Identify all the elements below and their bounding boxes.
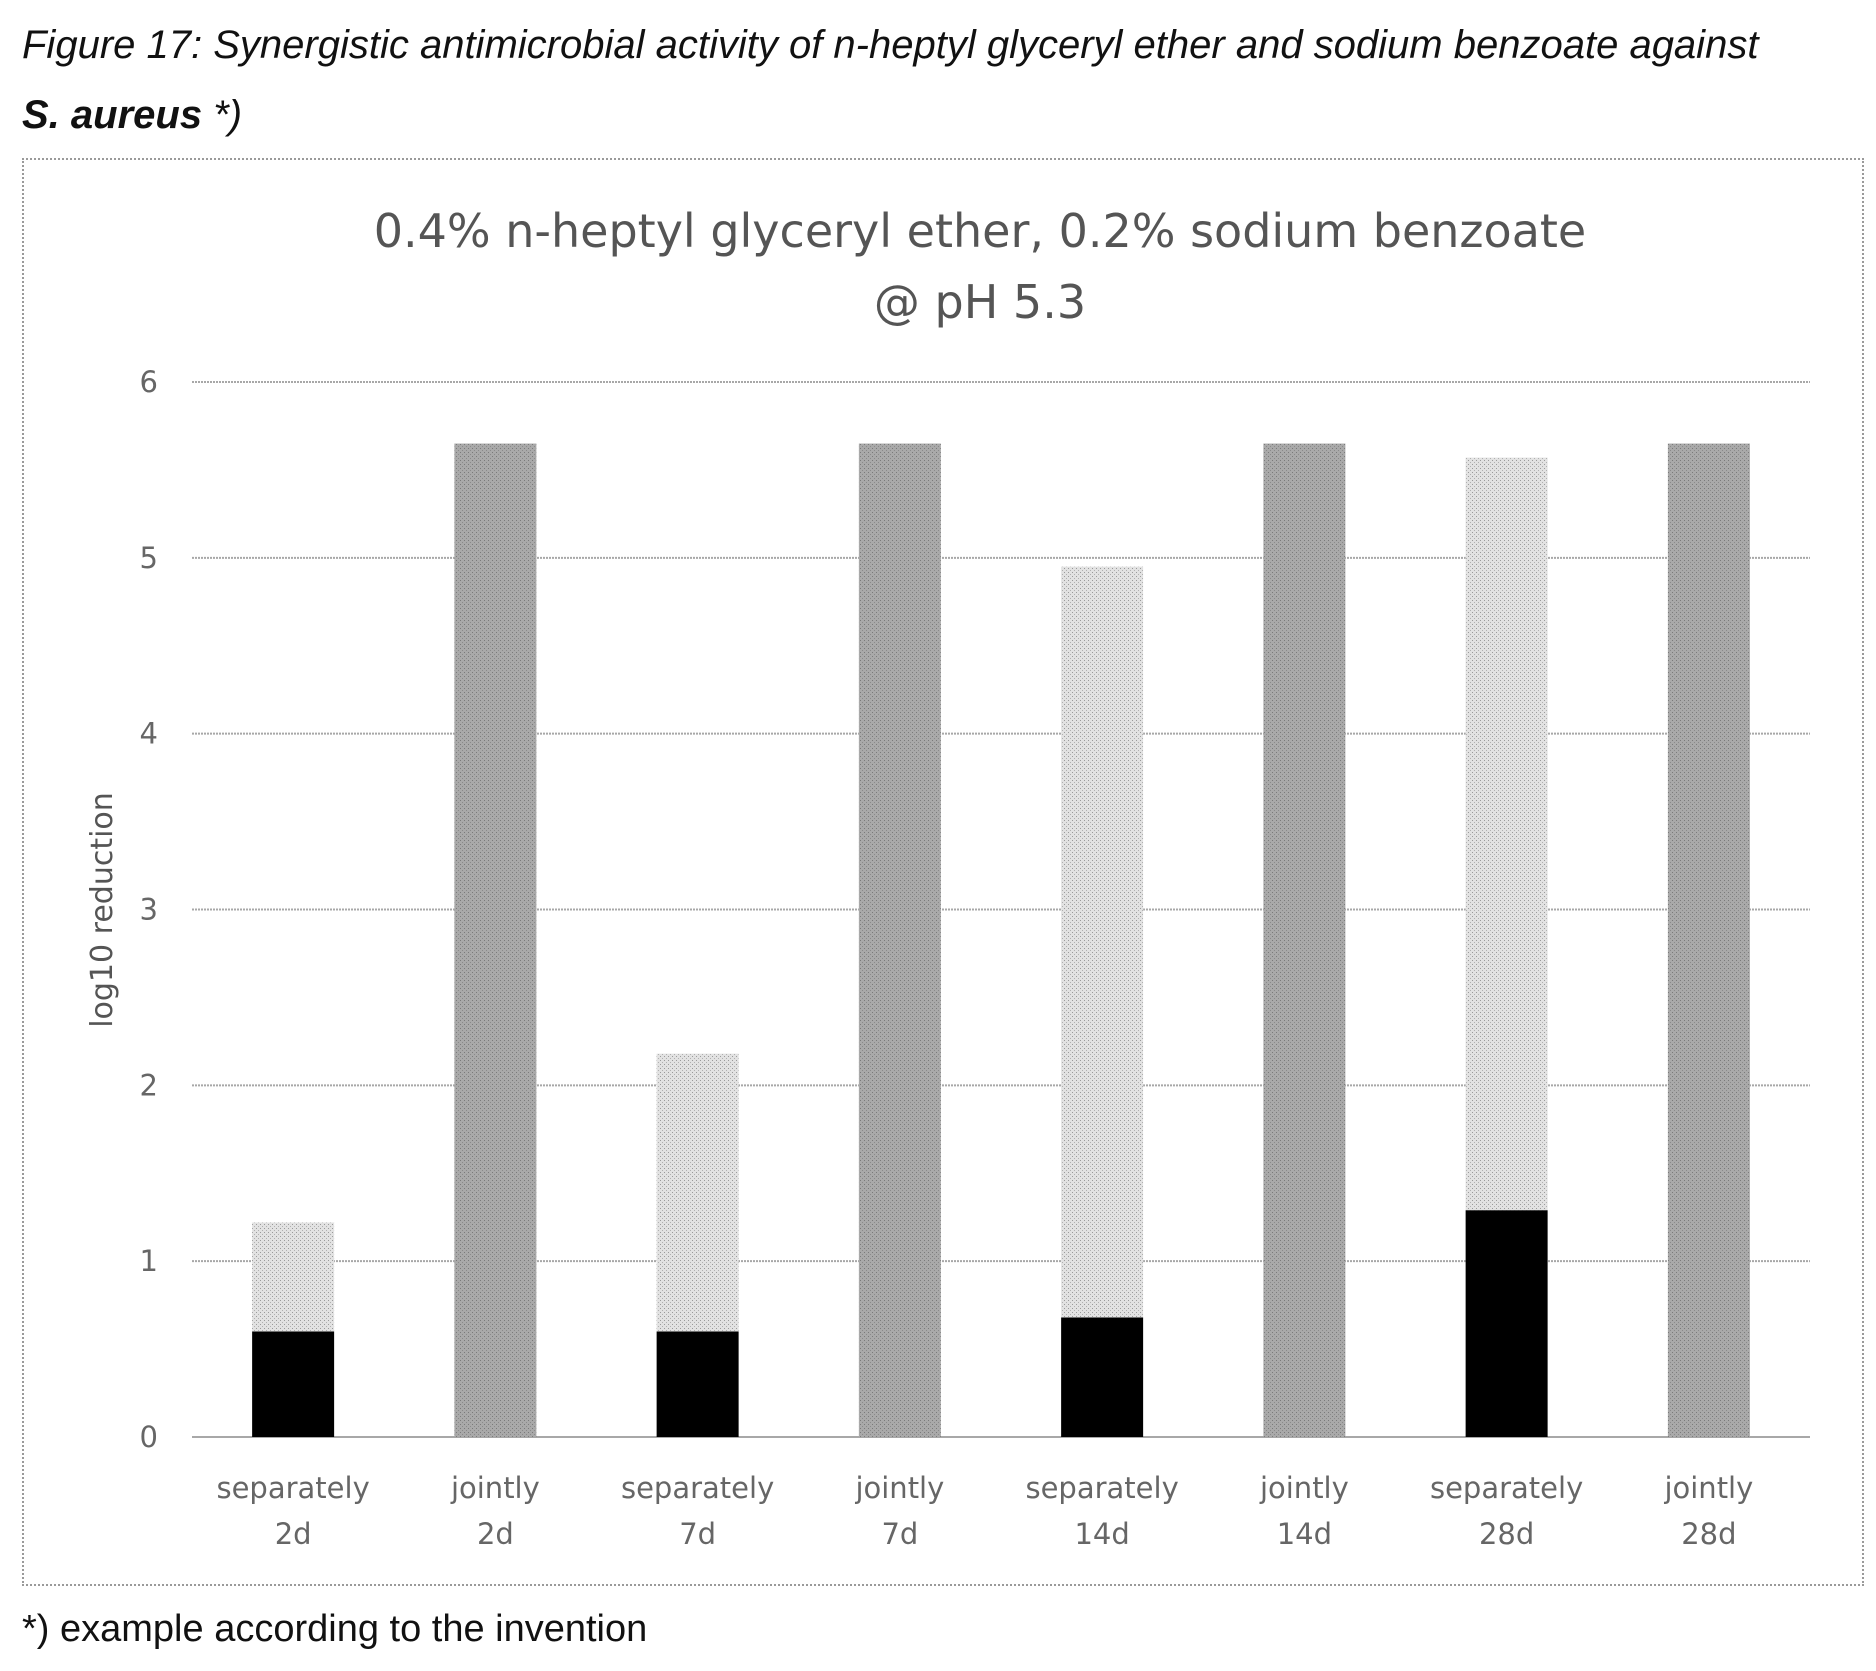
bar-4-segment-3 bbox=[858, 443, 941, 1438]
x-tick-5-line1: separately bbox=[1025, 1471, 1178, 1505]
x-tick-2-line1: jointly bbox=[450, 1471, 540, 1505]
x-tick-labels: separately 2d jointly 2d separately 7d jointly… bbox=[216, 1471, 1753, 1551]
y-axis-label: log10 reduction bbox=[85, 792, 120, 1028]
bars bbox=[252, 443, 1750, 1438]
y-tick-labels: 0 1 2 3 4 5 6 bbox=[140, 365, 158, 1454]
x-tick-1-line2: 2d bbox=[275, 1517, 312, 1551]
x-tick-2-line2: 2d bbox=[477, 1517, 514, 1551]
y-tick-3: 3 bbox=[140, 893, 158, 927]
footnote: *) example according to the invention bbox=[22, 1608, 648, 1650]
x-tick-5-line2: 14d bbox=[1074, 1517, 1129, 1551]
y-tick-1: 1 bbox=[140, 1244, 158, 1278]
bar-3-segment-2 bbox=[656, 1053, 739, 1332]
x-tick-6-line1: jointly bbox=[1259, 1471, 1349, 1505]
bar-1-segment-2 bbox=[252, 1222, 335, 1332]
bar-5-segment-1 bbox=[1061, 1317, 1144, 1437]
caption-marker: *) bbox=[213, 93, 243, 137]
x-tick-6-line2: 14d bbox=[1277, 1517, 1332, 1551]
bar-3-segment-1 bbox=[656, 1331, 739, 1437]
x-tick-4-line1: jointly bbox=[854, 1471, 944, 1505]
caption-line2: S. aureus *) bbox=[22, 80, 1852, 150]
figure-caption: Figure 17: Synergistic antimicrobial act… bbox=[22, 10, 1852, 150]
caption-line1: Figure 17: Synergistic antimicrobial act… bbox=[22, 23, 1759, 67]
x-tick-7-line2: 28d bbox=[1479, 1517, 1534, 1551]
y-tick-6: 6 bbox=[140, 365, 158, 399]
bar-7-segment-1 bbox=[1465, 1210, 1548, 1437]
caption-organism: S. aureus bbox=[22, 93, 203, 137]
x-tick-1-line1: separately bbox=[216, 1471, 369, 1505]
chart-title-line1: 0.4% n-heptyl glyceryl ether, 0.2% sodiu… bbox=[374, 204, 1586, 258]
chart-frame bbox=[22, 158, 1864, 1586]
bar-8-segment-3 bbox=[1667, 443, 1750, 1438]
y-tick-2: 2 bbox=[140, 1068, 158, 1102]
bar-5-segment-2 bbox=[1061, 566, 1144, 1318]
x-tick-4-line2: 7d bbox=[881, 1517, 918, 1551]
x-tick-3-line2: 7d bbox=[679, 1517, 716, 1551]
chart-title-line2: @ pH 5.3 bbox=[874, 275, 1086, 329]
y-tick-4: 4 bbox=[140, 717, 158, 751]
bar-6-segment-3 bbox=[1263, 443, 1346, 1438]
gridlines bbox=[192, 381, 1810, 1438]
x-tick-3-line1: separately bbox=[621, 1471, 774, 1505]
bar-2-segment-3 bbox=[454, 443, 537, 1438]
x-tick-8-line2: 28d bbox=[1681, 1517, 1736, 1551]
y-tick-0: 0 bbox=[140, 1420, 158, 1454]
x-tick-7-line1: separately bbox=[1430, 1471, 1583, 1505]
bar-7-segment-2 bbox=[1465, 457, 1548, 1211]
y-tick-5: 5 bbox=[140, 541, 158, 575]
bar-1-segment-1 bbox=[252, 1331, 335, 1437]
x-tick-8-line1: jointly bbox=[1663, 1471, 1753, 1505]
